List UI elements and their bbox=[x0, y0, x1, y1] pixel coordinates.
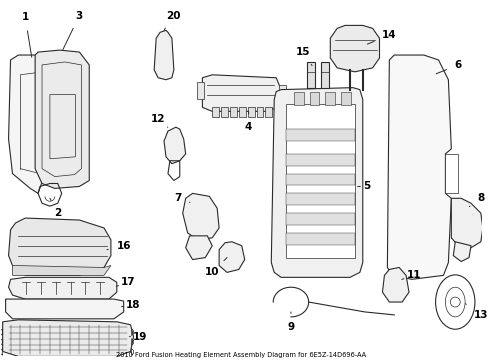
Text: 11: 11 bbox=[401, 270, 420, 280]
Polygon shape bbox=[386, 55, 450, 279]
Polygon shape bbox=[450, 198, 482, 248]
Polygon shape bbox=[293, 91, 303, 105]
Text: 9: 9 bbox=[287, 312, 294, 332]
Polygon shape bbox=[185, 236, 212, 260]
Polygon shape bbox=[285, 233, 354, 245]
Text: 19: 19 bbox=[129, 332, 147, 342]
Polygon shape bbox=[13, 265, 111, 275]
Polygon shape bbox=[247, 107, 254, 117]
Text: 17: 17 bbox=[116, 277, 136, 287]
Polygon shape bbox=[321, 62, 328, 87]
Polygon shape bbox=[183, 193, 219, 240]
Text: 7: 7 bbox=[174, 193, 189, 203]
Text: 2: 2 bbox=[50, 198, 61, 218]
Polygon shape bbox=[154, 30, 174, 80]
Polygon shape bbox=[445, 154, 457, 193]
Polygon shape bbox=[9, 277, 117, 299]
Polygon shape bbox=[2, 320, 133, 356]
Text: 10: 10 bbox=[204, 257, 226, 278]
Bar bbox=[408, 174, 426, 192]
Text: 20: 20 bbox=[163, 10, 180, 30]
Text: 5: 5 bbox=[357, 181, 369, 192]
Polygon shape bbox=[452, 242, 470, 261]
Polygon shape bbox=[306, 62, 314, 87]
Bar bbox=[408, 129, 426, 147]
Polygon shape bbox=[35, 50, 89, 188]
Polygon shape bbox=[285, 174, 354, 185]
Polygon shape bbox=[341, 91, 350, 105]
Polygon shape bbox=[197, 82, 204, 99]
Polygon shape bbox=[256, 107, 263, 117]
Text: 6: 6 bbox=[435, 60, 461, 74]
Polygon shape bbox=[285, 193, 354, 205]
Polygon shape bbox=[382, 267, 408, 302]
Polygon shape bbox=[219, 242, 244, 273]
Text: 14: 14 bbox=[366, 30, 396, 44]
Polygon shape bbox=[9, 55, 45, 193]
Polygon shape bbox=[309, 91, 319, 105]
Polygon shape bbox=[9, 218, 111, 275]
Text: 16: 16 bbox=[107, 241, 131, 251]
Text: 12: 12 bbox=[151, 114, 167, 127]
Text: 2010 Ford Fusion Heating Element Assembly Diagram for 6E5Z-14D696-AA: 2010 Ford Fusion Heating Element Assembl… bbox=[116, 352, 365, 359]
Polygon shape bbox=[238, 107, 245, 117]
Polygon shape bbox=[221, 107, 227, 117]
Polygon shape bbox=[202, 75, 281, 111]
Polygon shape bbox=[265, 107, 272, 117]
Polygon shape bbox=[229, 107, 236, 117]
Polygon shape bbox=[5, 299, 123, 319]
Polygon shape bbox=[271, 87, 362, 277]
Text: 13: 13 bbox=[465, 304, 487, 320]
Polygon shape bbox=[325, 91, 335, 105]
Polygon shape bbox=[212, 107, 219, 117]
Circle shape bbox=[197, 215, 203, 221]
Polygon shape bbox=[285, 154, 354, 166]
Text: 18: 18 bbox=[121, 300, 141, 310]
Text: 1: 1 bbox=[21, 13, 32, 57]
Polygon shape bbox=[285, 213, 354, 225]
Polygon shape bbox=[285, 104, 354, 258]
Polygon shape bbox=[285, 129, 354, 141]
Polygon shape bbox=[329, 26, 379, 72]
Text: 3: 3 bbox=[63, 10, 83, 50]
Polygon shape bbox=[163, 127, 185, 164]
Text: 15: 15 bbox=[295, 47, 311, 66]
Text: 8: 8 bbox=[468, 193, 484, 207]
Text: 4: 4 bbox=[244, 111, 252, 132]
Polygon shape bbox=[279, 85, 285, 99]
